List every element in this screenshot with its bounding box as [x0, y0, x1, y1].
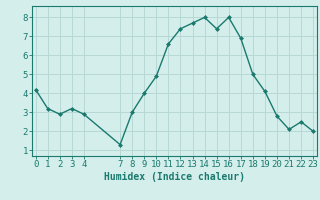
X-axis label: Humidex (Indice chaleur): Humidex (Indice chaleur): [104, 172, 245, 182]
